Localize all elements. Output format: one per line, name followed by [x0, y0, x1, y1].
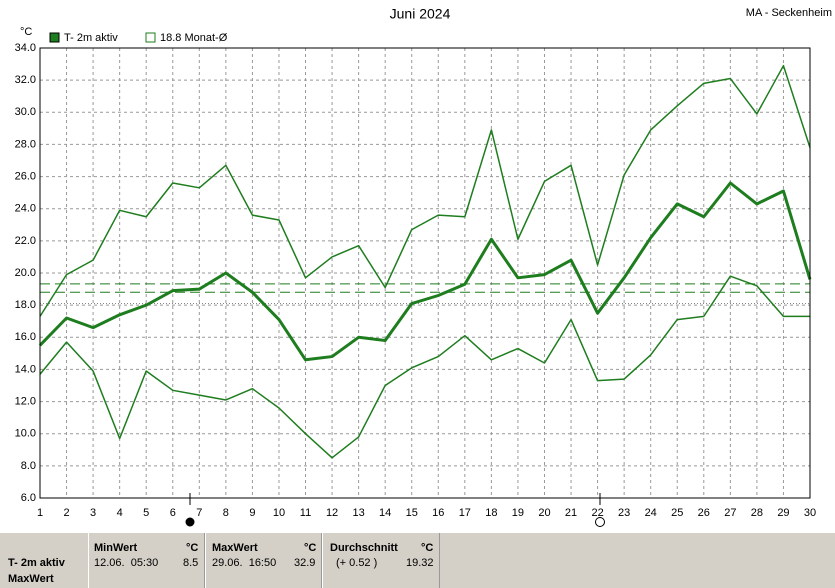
legend-swatch [49, 32, 60, 43]
x-tick-label: 19 [512, 507, 524, 519]
series-line [38, 181, 812, 362]
y-tick-label: 26.0 [15, 170, 36, 182]
y-tick-label: 20.0 [15, 267, 36, 279]
stat-when: (+ 0.52 ) [336, 557, 378, 569]
stats-cell [205, 533, 322, 588]
x-tick-label: 13 [352, 507, 364, 519]
stat-unit: °C [421, 542, 434, 554]
y-tick-label: 8.0 [21, 460, 36, 472]
x-tick-label: 25 [671, 507, 683, 519]
series-line [39, 275, 810, 459]
stat-when: 12.06. 05:30 [94, 557, 159, 569]
y-tick-label: 16.0 [15, 331, 36, 343]
row-label: T- 2m aktiv [8, 557, 65, 569]
x-tick-label: 12 [326, 507, 338, 519]
x-tick-label: 10 [273, 507, 285, 519]
x-tick-label: 5 [143, 507, 149, 519]
x-tick-label: 4 [117, 507, 123, 519]
y-tick-label: 22.0 [15, 235, 36, 247]
x-tick-label: 15 [406, 507, 418, 519]
x-tick-label: 23 [618, 507, 630, 519]
x-tick-label: 11 [300, 507, 311, 519]
x-tick-label: 1 [37, 507, 43, 519]
x-tick-label: 28 [751, 507, 763, 519]
legend-label: T- 2m aktiv [64, 32, 118, 44]
y-unit: °C [20, 26, 32, 38]
x-tick-label: 17 [459, 507, 471, 519]
x-tick-label: 18 [485, 507, 497, 519]
stat-when: 29.06. 16:50 [212, 557, 277, 569]
series-line [39, 64, 811, 317]
legend-swatch [145, 32, 156, 43]
chart: Juni 2024 MA - Seckenheim °C T- 2m aktiv… [15, 6, 832, 527]
x-tick-label: 26 [698, 507, 710, 519]
x-tick-label: 20 [538, 507, 550, 519]
stat-value: 32.9 [294, 557, 316, 569]
x-tick-label: 2 [63, 507, 69, 519]
stat-title: MinWert [94, 542, 138, 554]
stat-unit: °C [186, 542, 199, 554]
y-tick-label: 6.0 [21, 492, 36, 504]
y-tick-label: 12.0 [15, 395, 36, 407]
stat-unit: °C [304, 542, 317, 554]
x-tick-label: 14 [379, 507, 391, 519]
x-tick-label: 8 [223, 507, 229, 519]
y-tick-label: 32.0 [15, 74, 36, 86]
x-tick-label: 21 [565, 507, 577, 519]
y-tick-label: 18.0 [15, 299, 36, 311]
x-tick-label: 16 [432, 507, 444, 519]
plot-area [39, 47, 811, 499]
moon-full [185, 517, 195, 527]
stats-cell [322, 533, 440, 588]
y-tick-label: 34.0 [15, 42, 36, 54]
y-tick-label: 30.0 [15, 106, 36, 118]
row-label: MaxWert [8, 573, 54, 585]
y-tick-label: 24.0 [15, 203, 36, 215]
stat-value: 19.32 [406, 557, 434, 569]
stat-title: Durchschnitt [330, 542, 398, 554]
x-tick-label: 24 [645, 507, 657, 519]
stat-title: MaxWert [212, 542, 258, 554]
chart-title: Juni 2024 [390, 6, 451, 22]
x-tick-label: 30 [804, 507, 816, 519]
x-tick-label: 3 [90, 507, 96, 519]
x-tick-label: 27 [724, 507, 736, 519]
x-tick-label: 29 [777, 507, 789, 519]
station: MA - Seckenheim [746, 7, 832, 19]
moon-new [595, 517, 605, 527]
y-tick-label: 28.0 [15, 138, 36, 150]
stats-cell [88, 533, 205, 588]
x-tick-label: 6 [170, 507, 176, 519]
x-tick-label: 22 [591, 507, 603, 519]
y-tick-label: 14.0 [15, 363, 36, 375]
x-tick-label: 9 [249, 507, 255, 519]
y-tick-label: 10.0 [15, 428, 36, 440]
stats-panel: T- 2m aktiv MaxWert MinWert °C 12.06. 05… [0, 533, 835, 588]
stat-value: 8.5 [183, 557, 199, 569]
x-tick-label: 7 [196, 507, 202, 519]
legend-label: 18.8 Monat-Ø [160, 32, 228, 44]
